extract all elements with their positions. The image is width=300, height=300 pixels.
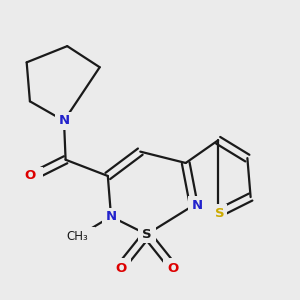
FancyBboxPatch shape — [23, 167, 43, 185]
Text: N: N — [191, 199, 203, 212]
FancyBboxPatch shape — [111, 258, 130, 276]
FancyBboxPatch shape — [138, 226, 156, 243]
FancyBboxPatch shape — [102, 208, 120, 226]
FancyBboxPatch shape — [188, 196, 206, 214]
FancyBboxPatch shape — [209, 204, 227, 222]
Text: S: S — [142, 228, 152, 241]
FancyBboxPatch shape — [62, 227, 95, 245]
Text: CH₃: CH₃ — [66, 230, 88, 242]
Text: S: S — [215, 207, 225, 220]
FancyBboxPatch shape — [55, 112, 73, 130]
Text: N: N — [58, 114, 70, 127]
FancyBboxPatch shape — [163, 258, 182, 276]
Text: O: O — [167, 262, 178, 275]
Text: N: N — [106, 210, 117, 223]
Text: O: O — [24, 169, 35, 182]
Text: O: O — [115, 262, 126, 275]
